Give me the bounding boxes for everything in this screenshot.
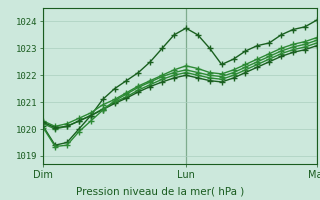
Text: Pression niveau de la mer( hPa ): Pression niveau de la mer( hPa ) [76,186,244,196]
